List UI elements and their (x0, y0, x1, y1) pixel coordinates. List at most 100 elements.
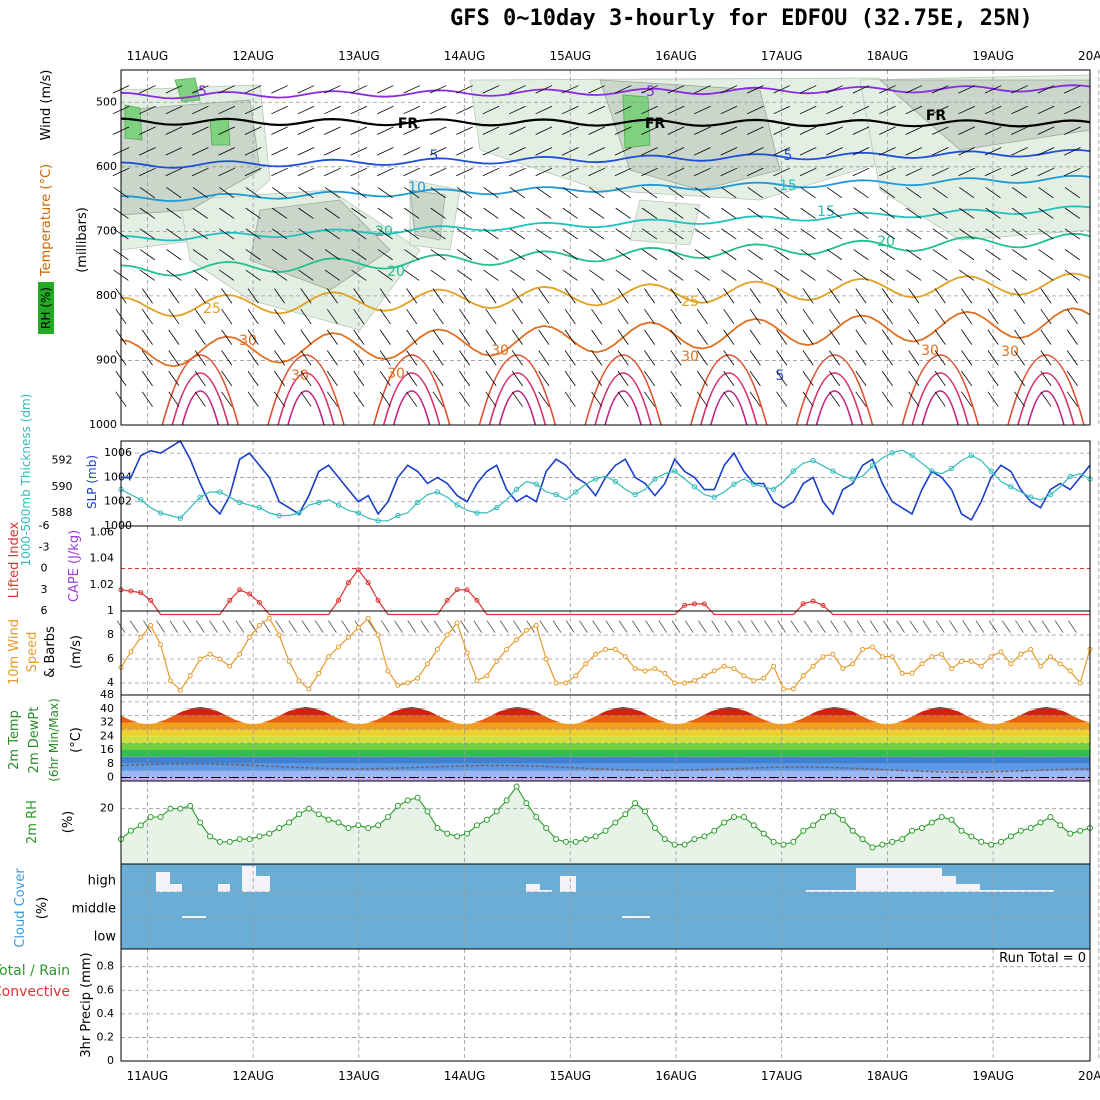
wind-speed-point (603, 646, 608, 652)
contour-label: 5 (784, 148, 793, 164)
wind-barb (749, 288, 761, 304)
temp-contour-hot (1017, 372, 1075, 426)
wind-barb (747, 207, 763, 219)
wind-barb (379, 329, 391, 345)
wind-barb (245, 228, 261, 240)
wind-barb (588, 147, 606, 156)
wind-barb (1040, 391, 1052, 407)
wind-barb (961, 288, 973, 304)
precip-tick: 0.8 (97, 960, 115, 973)
wind-barb (275, 620, 284, 633)
wind-barb (562, 269, 578, 281)
wind-barb (908, 329, 920, 345)
wind-barb (1011, 228, 1028, 240)
wind-barb (589, 228, 605, 240)
wind-barb (248, 620, 258, 633)
wind-barb (324, 167, 341, 177)
wind-speed-point (830, 651, 836, 657)
date-label-top: 13AUG (338, 49, 380, 63)
temp-band (121, 715, 1090, 723)
rh2m-point (345, 825, 352, 832)
wind-barb (139, 147, 156, 156)
wind-speed-point (721, 663, 727, 669)
thickness-point (276, 512, 282, 519)
wind-barb (747, 228, 763, 240)
wind-barb (1064, 85, 1081, 94)
wind-barb (297, 85, 315, 94)
wind-barb (271, 228, 288, 240)
wind-barb (764, 620, 773, 633)
temp-contour-hot (372, 354, 451, 426)
rh2m-point (434, 825, 441, 832)
wind-barb (829, 329, 841, 345)
wind-barb (881, 288, 893, 304)
high-cloud-bar (560, 876, 576, 892)
rh2m-point (1017, 827, 1024, 834)
wind-barb (644, 288, 656, 304)
wind-barb (376, 167, 394, 177)
rh2m-point (325, 816, 332, 823)
precip-panel: 0 0.2 0.4 0.6 0.8 Run Total = 0 Total / Rain Co… (0, 948, 1100, 1067)
precip-tick: 0 (107, 1054, 114, 1067)
temp-axis-label-2: 2m DewPt (27, 707, 42, 774)
wind-barb (1066, 288, 1078, 304)
rh2m-point (889, 838, 896, 845)
wind-barb (800, 249, 816, 261)
rh2m-point (572, 838, 579, 845)
temp-contour-hot (604, 390, 642, 426)
lifted-index-point (128, 588, 134, 594)
wind-barb (644, 391, 656, 407)
date-label-bottom: 14AUG (444, 1069, 486, 1083)
rh2m-point (1007, 833, 1014, 840)
rh2m-point (1057, 822, 1064, 829)
temp-contour-hot (498, 390, 537, 426)
wind-barb (351, 207, 367, 219)
wind-barb (1014, 329, 1026, 345)
wind-barb (723, 329, 735, 345)
wind-barb (353, 370, 365, 387)
thickness-point (553, 491, 559, 498)
wind-barb (168, 329, 180, 345)
wind-barb (245, 269, 261, 281)
wind-speed-point (158, 642, 164, 648)
wind-barb (668, 269, 684, 281)
wind-barb (459, 370, 471, 387)
wind-barb (1066, 391, 1078, 407)
wind-speed-point (672, 680, 678, 686)
wind-barb (750, 620, 760, 633)
wind-barb (720, 147, 738, 156)
rh2m-point (127, 827, 134, 834)
wind-barb (644, 370, 656, 387)
wind-barb (394, 620, 403, 633)
wind-barb (168, 350, 180, 366)
pressure-tick: 700 (96, 224, 117, 237)
contour-label: 25 (203, 301, 221, 317)
lifted-index-point (256, 600, 262, 605)
wind-speed-point (425, 661, 431, 667)
wind-barb (429, 105, 447, 115)
wind-barb (406, 329, 418, 345)
wind-barb (879, 85, 896, 94)
wind-barb (906, 249, 922, 261)
wind-barb (377, 207, 393, 219)
date-label-bottom: 17AUG (761, 1069, 803, 1083)
wind-speed-point (573, 673, 579, 679)
wind-barb (456, 147, 473, 156)
wind-barb (934, 350, 946, 366)
thickness-point (652, 476, 658, 482)
wind-barb (618, 620, 628, 633)
wind-barb (802, 308, 814, 325)
wind-speed-point (939, 651, 945, 657)
wind-barb (430, 207, 446, 219)
rh2m-point (859, 836, 866, 843)
wind-barb (247, 288, 259, 304)
wind-barb (406, 350, 418, 366)
wind-speed-point (128, 649, 134, 655)
cape-tick: 1.02 (90, 578, 115, 591)
wind-barb (168, 308, 180, 325)
wind-barb (1038, 207, 1054, 219)
temp-band (121, 743, 1090, 750)
wind-barb (749, 350, 761, 366)
chart-title: GFS 0~10day 3-hourly for EDFOU (32.75E, … (450, 6, 1033, 31)
high-cloud-bar (1010, 890, 1054, 892)
